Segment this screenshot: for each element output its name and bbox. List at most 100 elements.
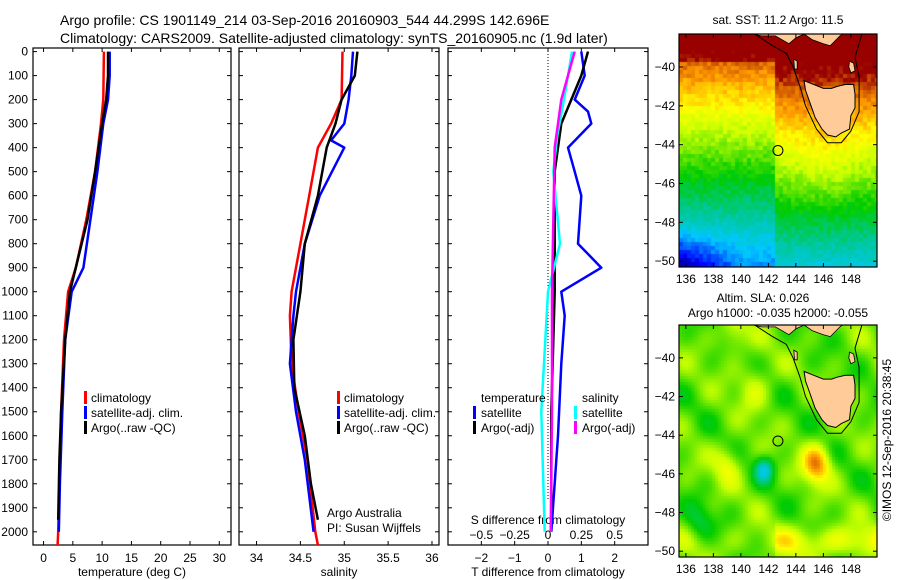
y-tick-label: 500 (8, 165, 28, 179)
y-tick-label: 1300 (1, 357, 28, 371)
credit-line2: PI: Susan Wijffels (327, 521, 421, 535)
king-island-land (793, 58, 798, 70)
x-tick-label: 34 (250, 551, 264, 565)
legend-label: Argo(-adj) (481, 421, 534, 435)
y-tick-label: 1600 (1, 429, 28, 443)
map-x-tick-label: 140 (731, 272, 751, 286)
y-tick-label: 1500 (1, 405, 28, 419)
legend-swatch-t-argo (473, 421, 476, 434)
y-tick-label: 0 (21, 45, 28, 59)
legend-label: satellite (582, 406, 623, 420)
legend-label: Argo(..raw -QC) (344, 421, 429, 435)
y-tick-label: 1900 (1, 501, 28, 515)
map-x-tick-label: 140 (731, 562, 751, 576)
map-x-tick-label: 146 (813, 562, 833, 576)
legend-swatch-climatology (337, 391, 340, 404)
x-tick-label: −2 (474, 551, 488, 565)
map-x-tick-label: 142 (758, 272, 778, 286)
x-tick-label: 25 (183, 551, 197, 565)
map-x-tick-label: 136 (676, 272, 696, 286)
y-tick-label: 200 (8, 93, 28, 107)
map-x-tick-label: 146 (813, 272, 833, 286)
map-x-tick-label: 148 (841, 562, 861, 576)
legend-header-salinity: salinity (582, 391, 619, 405)
legend-label: satellite-adj. clim. (344, 406, 436, 420)
x-tick-label: 34.5 (289, 551, 313, 565)
x-tick-label: 5 (69, 551, 76, 565)
sla-map-title: Altim. SLA: 0.026 (717, 291, 810, 305)
sla-map: 136 138 140 142 144 146 148 −40 −42 −44 −46 −48 −50 (655, 324, 878, 576)
imos-timestamp: ©IMOS 12-Sep-2016 20:38:45 (880, 359, 894, 522)
argo-location-marker (772, 435, 784, 447)
x-tick-label: 2 (611, 551, 618, 565)
y-tick-label: 400 (8, 141, 28, 155)
x-tick-label: 20 (154, 551, 168, 565)
map-y-tick-label: −46 (655, 467, 676, 481)
legend-label: climatology (91, 391, 151, 405)
map-y-tick-label: −50 (655, 254, 676, 268)
map-x-tick-label: 136 (676, 562, 696, 576)
difference-panel: −2 −1 0 1 2T difference from climatology S di… (447, 47, 649, 579)
legend-swatch-argo (337, 421, 340, 434)
y-tick-label: 700 (8, 213, 28, 227)
map-x-tick-label: 142 (758, 562, 778, 576)
secondary-tick-label: 0.5 (606, 528, 623, 542)
legend-swatch-satellite (337, 406, 340, 419)
y-tick-label: 1700 (1, 453, 28, 467)
secondary-tick-label: 0 (545, 528, 552, 542)
tasmania-land (803, 370, 856, 429)
isobath-contour (754, 325, 863, 434)
y-tick-label: 1800 (1, 477, 28, 491)
plot-frame (238, 47, 440, 546)
y-tick-label: 1200 (1, 333, 28, 347)
series-line-argo-raw-qc- (56, 51, 110, 520)
sla-map-field (679, 325, 877, 557)
map-x-tick-label: 144 (786, 272, 806, 286)
plot-frame (32, 47, 232, 546)
x-axis-label: temperature (deg C) (78, 565, 186, 579)
legend-label: satellite-adj. clim. (91, 406, 183, 420)
king-island-land (793, 349, 798, 361)
sst-map: 136 138 140 142 144 146 148 −40 −42 −44 −46 −48 −50 (655, 33, 878, 286)
map-y-tick-label: −42 (655, 390, 676, 404)
secondary-tick-label: −0.25 (499, 528, 530, 542)
secondary-tick-label: 0.25 (570, 528, 594, 542)
tasmania-land (803, 79, 856, 138)
mainland-land (752, 325, 844, 338)
x-axis-label: salinity (321, 565, 358, 579)
legend-swatch-t-satellite (473, 406, 476, 419)
x-tick-label: 36 (425, 551, 439, 565)
y-tick-label: 1100 (2, 309, 28, 323)
y-tick-label: 1400 (1, 381, 28, 395)
series-line-temperature-satellite (550, 51, 603, 532)
x-tick-label: 0 (40, 551, 47, 565)
map-x-tick-label: 138 (703, 272, 723, 286)
x-tick-label: 35.5 (376, 551, 400, 565)
isobath-contour (754, 34, 863, 144)
x-tick-label: 15 (125, 551, 139, 565)
legend-swatch-s-argo (574, 421, 577, 434)
sst-map-field (679, 34, 877, 267)
series-line-argo-raw-qc- (292, 51, 359, 521)
map-y-tick-label: −44 (655, 138, 676, 152)
argo-location-marker (772, 144, 784, 156)
series-line-salinity-argo-adj- (549, 51, 576, 532)
map-overlays (752, 325, 863, 447)
x-tick-label: 0 (545, 551, 552, 565)
mainland-land (752, 34, 844, 47)
map-y-tick-label: −40 (655, 60, 676, 74)
map-overlays (752, 34, 863, 156)
y-tick-label: 2000 (1, 525, 28, 539)
x-axis-label: T difference from climatology (471, 565, 625, 579)
figure-title-line1: Argo profile: CS 1901149_214 03-Sep-2016… (60, 12, 549, 28)
x-tick-label: 30 (213, 551, 227, 565)
y-tick-label: 1000 (1, 285, 28, 299)
sst-map-title: sat. SST: 11.2 Argo: 11.5 (713, 13, 844, 27)
legend-swatch-s-satellite (574, 406, 577, 419)
map-y-tick-label: −40 (655, 351, 676, 365)
map-x-tick-label: 148 (841, 272, 861, 286)
x-tick-label: 1 (578, 551, 585, 565)
map-x-tick-label: 144 (786, 562, 806, 576)
